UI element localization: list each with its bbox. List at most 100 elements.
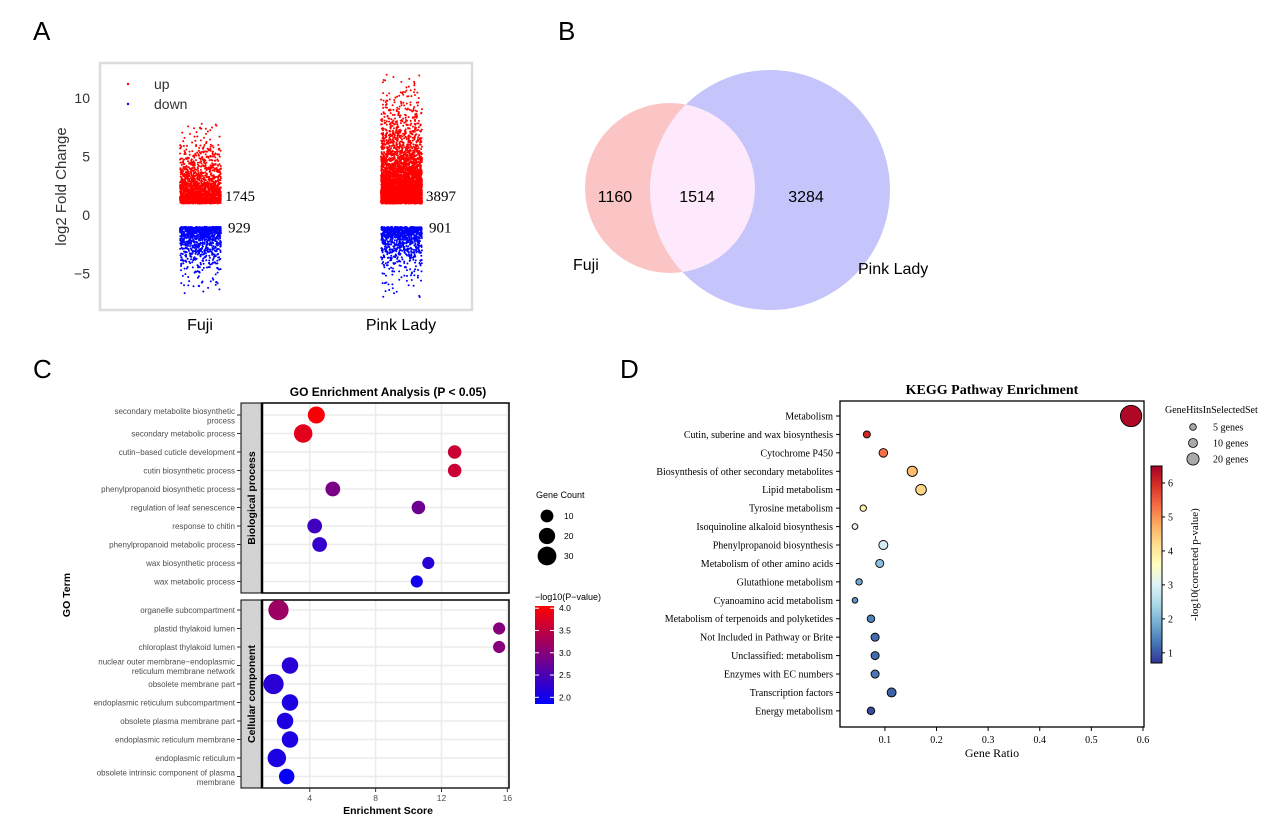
data-point	[385, 73, 388, 76]
data-point	[417, 126, 420, 129]
data-point	[418, 155, 421, 158]
data-point	[183, 136, 186, 139]
data-point	[209, 199, 212, 202]
data-point	[199, 144, 202, 147]
data-point	[195, 131, 198, 134]
data-point	[205, 132, 208, 135]
data-point	[393, 170, 396, 173]
data-point	[400, 102, 403, 105]
data-point	[219, 201, 222, 204]
data-point	[393, 101, 396, 104]
data-point	[409, 119, 412, 122]
data-point	[209, 138, 212, 141]
data-point	[182, 175, 185, 178]
data-point	[200, 160, 203, 163]
data-point	[211, 150, 214, 153]
data-point	[209, 182, 212, 185]
x-tick-label: Pink Lady	[366, 317, 436, 334]
data-point	[211, 126, 214, 129]
data-point	[405, 102, 408, 105]
data-point	[394, 138, 397, 141]
data-point	[195, 174, 198, 177]
data-point	[187, 160, 190, 163]
data-point	[410, 122, 413, 125]
data-point	[396, 138, 399, 141]
data-point	[209, 185, 212, 188]
panel-label-c: C	[33, 354, 52, 384]
data-point	[199, 152, 202, 155]
data-point	[193, 164, 196, 167]
data-point	[212, 175, 215, 178]
data-point	[201, 192, 204, 195]
data-point	[390, 147, 393, 150]
data-point	[187, 198, 190, 201]
data-point	[198, 157, 201, 160]
data-point	[201, 188, 204, 191]
data-point	[409, 139, 412, 142]
data-point	[419, 151, 422, 154]
data-point	[203, 193, 206, 196]
data-point	[398, 135, 401, 138]
data-point	[417, 97, 420, 100]
data-point	[397, 110, 400, 113]
data-point	[181, 131, 184, 134]
data-point	[210, 174, 213, 177]
data-point	[188, 175, 191, 178]
data-point	[418, 158, 421, 161]
data-point	[188, 132, 191, 135]
data-point	[391, 120, 394, 123]
data-point	[408, 77, 411, 80]
data-point	[408, 149, 411, 152]
data-point	[204, 166, 207, 169]
data-point	[180, 200, 183, 203]
data-point	[420, 128, 423, 131]
data-point	[413, 138, 416, 141]
data-point	[182, 140, 185, 143]
data-point	[393, 98, 396, 101]
data-point	[416, 104, 419, 107]
x-tick-label: Fuji	[187, 317, 213, 334]
data-point	[217, 159, 220, 162]
data-point	[404, 116, 407, 119]
data-point	[185, 176, 188, 179]
data-point	[219, 195, 222, 198]
data-point	[386, 167, 389, 170]
data-point	[186, 165, 189, 168]
data-point	[219, 175, 222, 178]
data-point	[208, 180, 211, 183]
data-point	[390, 118, 393, 121]
data-point	[205, 156, 208, 159]
data-point	[186, 157, 189, 160]
data-point	[197, 196, 200, 199]
data-point	[180, 179, 183, 182]
data-point	[216, 194, 219, 197]
data-point	[194, 188, 197, 191]
data-point	[192, 160, 195, 163]
data-point	[207, 188, 210, 191]
data-point	[194, 152, 197, 155]
data-point	[197, 174, 200, 177]
data-point	[211, 159, 214, 162]
data-point	[214, 167, 217, 170]
data-point	[192, 172, 195, 175]
data-point	[417, 128, 420, 131]
data-point	[190, 200, 193, 203]
data-point	[387, 139, 390, 142]
data-point	[205, 142, 208, 145]
data-point	[185, 148, 188, 151]
data-point	[418, 74, 421, 77]
data-point	[211, 192, 214, 195]
data-point	[392, 108, 395, 111]
data-point	[409, 89, 412, 92]
data-point	[402, 101, 405, 104]
data-point	[207, 149, 210, 152]
data-point	[185, 144, 188, 147]
data-point	[385, 99, 388, 102]
data-point	[398, 105, 401, 108]
data-point	[382, 99, 385, 102]
data-point	[398, 107, 401, 110]
data-point	[217, 199, 220, 202]
data-point	[203, 143, 206, 146]
data-point	[409, 103, 412, 106]
data-point	[203, 195, 206, 198]
